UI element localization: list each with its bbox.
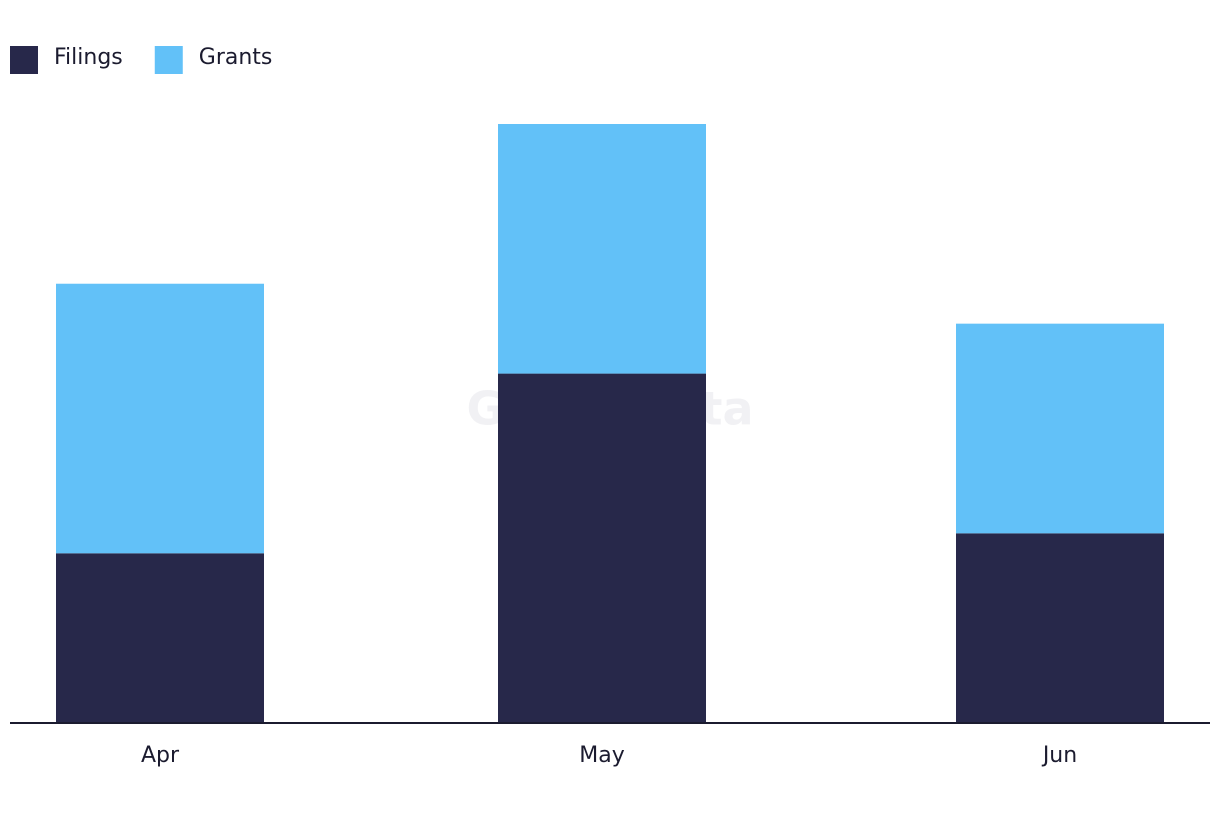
legend-swatch (154, 46, 183, 74)
x-tick-label: May (579, 743, 624, 768)
legend-label: Grants (199, 45, 273, 70)
bar-segment (56, 283, 264, 554)
x-tick-label: Jun (1041, 743, 1077, 768)
bar-segment (498, 373, 706, 723)
bar-segment (956, 323, 1164, 534)
legend-label: Filings (54, 45, 123, 70)
bar-segment (56, 553, 264, 723)
legend-swatch (10, 46, 38, 74)
bar-segment (498, 124, 706, 374)
bar-segment (956, 533, 1164, 723)
x-tick-label: Apr (141, 743, 180, 768)
